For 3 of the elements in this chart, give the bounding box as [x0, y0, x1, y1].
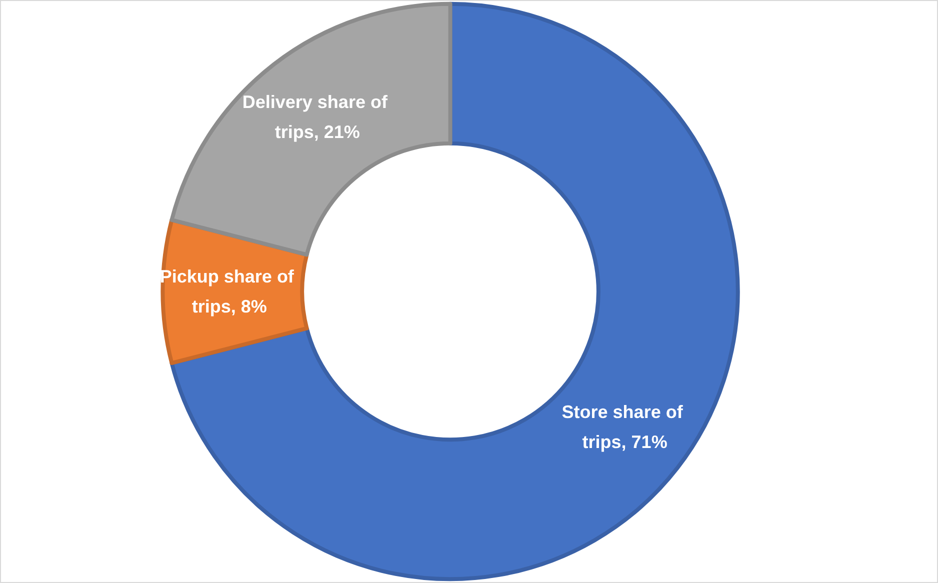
slice-label: Store share of trips, 71%	[562, 402, 688, 452]
slice-label: Delivery share of trips, 21%	[242, 92, 388, 142]
slice-label: Pickup share of trips, 8%	[160, 266, 299, 316]
